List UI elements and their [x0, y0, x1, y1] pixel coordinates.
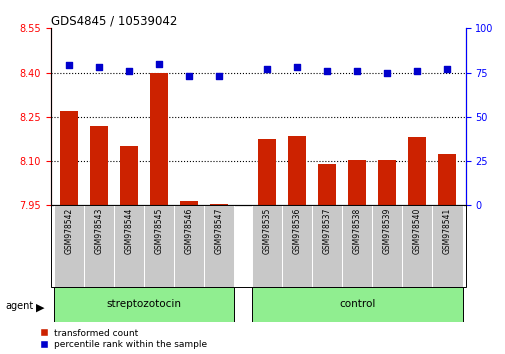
Bar	[401, 205, 432, 287]
Bar	[143, 205, 174, 287]
Bar	[432, 205, 462, 287]
Text: control: control	[338, 299, 375, 309]
Bar	[180, 201, 197, 205]
Text: GSM978545: GSM978545	[154, 208, 163, 254]
Text: streptozotocin: streptozotocin	[106, 299, 181, 309]
Bar	[89, 126, 108, 205]
Text: ▶: ▶	[36, 302, 45, 312]
Bar	[251, 287, 462, 322]
Text: GSM978539: GSM978539	[382, 208, 391, 254]
Point	[184, 73, 192, 79]
Bar	[114, 205, 143, 287]
Bar	[54, 287, 233, 322]
Text: GSM978543: GSM978543	[94, 208, 103, 254]
Text: GDS4845 / 10539042: GDS4845 / 10539042	[50, 14, 177, 27]
Text: GSM978544: GSM978544	[124, 208, 133, 254]
Text: GSM978547: GSM978547	[214, 208, 223, 254]
Point	[94, 64, 103, 70]
Text: GSM978536: GSM978536	[292, 208, 301, 254]
Text: agent: agent	[5, 301, 33, 311]
Point	[442, 66, 450, 72]
Text: GSM978540: GSM978540	[412, 208, 421, 254]
Bar	[54, 205, 83, 287]
Bar	[282, 205, 312, 287]
Text: GSM978546: GSM978546	[184, 208, 193, 254]
Bar	[347, 160, 366, 205]
Bar	[372, 205, 401, 287]
Bar	[83, 205, 114, 287]
Bar	[287, 136, 306, 205]
Point	[352, 68, 361, 74]
Bar	[120, 146, 137, 205]
Text: GSM978542: GSM978542	[64, 208, 73, 254]
Bar	[251, 205, 282, 287]
Point	[383, 70, 391, 75]
Point	[65, 63, 73, 68]
Text: GSM978537: GSM978537	[322, 208, 331, 254]
Bar	[174, 205, 204, 287]
Point	[323, 68, 331, 74]
Point	[155, 61, 163, 67]
Bar	[60, 111, 77, 205]
Bar	[408, 137, 426, 205]
Text: GSM978541: GSM978541	[442, 208, 451, 254]
Bar	[210, 204, 228, 205]
Bar	[204, 205, 233, 287]
Text: GSM978535: GSM978535	[262, 208, 271, 254]
Bar	[438, 154, 456, 205]
Bar	[318, 164, 335, 205]
Point	[292, 64, 300, 70]
Text: GSM978538: GSM978538	[352, 208, 361, 254]
Point	[124, 68, 132, 74]
Bar	[378, 160, 395, 205]
Bar	[312, 205, 341, 287]
Point	[263, 66, 271, 72]
Bar	[341, 205, 372, 287]
Point	[413, 68, 421, 74]
Bar	[149, 73, 168, 205]
Legend: transformed count, percentile rank within the sample: transformed count, percentile rank withi…	[40, 329, 207, 349]
Bar	[258, 139, 276, 205]
Point	[215, 73, 223, 79]
